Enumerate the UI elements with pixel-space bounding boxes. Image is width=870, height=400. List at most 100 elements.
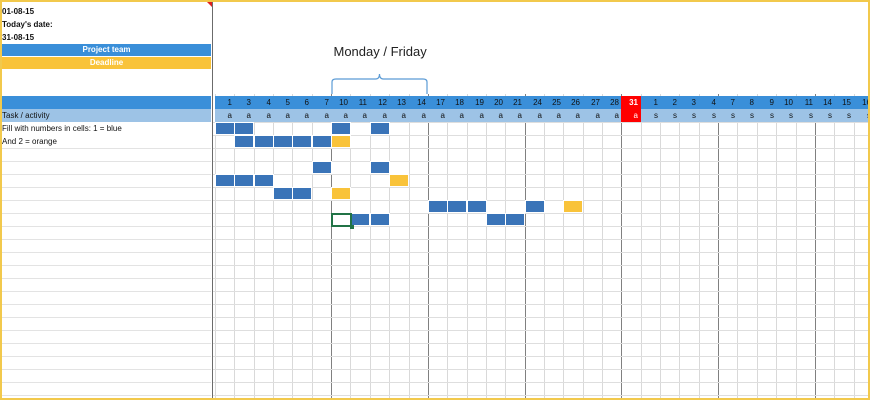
day-code-cell[interactable]: a [525, 109, 545, 122]
day-code-cell[interactable]: s [815, 109, 835, 122]
day-code-cell[interactable]: s [757, 109, 777, 122]
day-code-cell[interactable]: a [292, 109, 312, 122]
day-code-cell[interactable]: s [776, 109, 796, 122]
task-bar-blue[interactable] [505, 213, 525, 226]
day-code-cell[interactable]: a [389, 109, 409, 122]
day-number-cell[interactable]: 13 [389, 96, 409, 109]
fill-handle[interactable] [350, 225, 354, 229]
day-code-cell[interactable]: s [737, 109, 757, 122]
day-number-cell[interactable]: 20 [486, 96, 506, 109]
deadline-band[interactable]: Deadline [2, 57, 211, 69]
day-code-cell[interactable]: a [467, 109, 487, 122]
day-number-cell[interactable]: 14 [815, 96, 835, 109]
day-number-cell[interactable]: 10 [776, 96, 796, 109]
task-bar-blue[interactable] [254, 174, 274, 187]
task-bar-orange[interactable] [563, 200, 583, 213]
day-code-cell[interactable]: a [505, 109, 525, 122]
task-bar-blue[interactable] [370, 213, 390, 226]
task-bar-blue[interactable] [370, 122, 390, 135]
day-number-cell[interactable]: 27 [583, 96, 603, 109]
day-number-cell[interactable]: 11 [350, 96, 370, 109]
day-code-cell[interactable]: s [718, 109, 738, 122]
task-bar-blue[interactable] [312, 161, 332, 174]
day-code-cell[interactable]: a [370, 109, 390, 122]
task-bar-blue[interactable] [234, 135, 254, 148]
day-code-cell[interactable]: s [699, 109, 719, 122]
day-number-cell[interactable]: 6 [292, 96, 312, 109]
task-bar-orange[interactable] [331, 187, 351, 200]
day-number-cell[interactable]: 14 [409, 96, 429, 109]
day-code-cell[interactable]: a [312, 109, 332, 122]
task-row-label[interactable]: And 2 = orange [2, 137, 57, 146]
task-bar-blue[interactable] [447, 200, 467, 213]
day-number-cell[interactable]: 16 [854, 96, 868, 109]
day-number-cell[interactable]: 4 [254, 96, 274, 109]
task-bar-blue[interactable] [234, 174, 254, 187]
task-bar-blue[interactable] [428, 200, 448, 213]
day-code-cell[interactable]: a [544, 109, 564, 122]
task-bar-orange[interactable] [331, 135, 351, 148]
day-number-cell[interactable]: 7 [312, 96, 332, 109]
selected-cell[interactable] [331, 213, 352, 227]
task-bar-blue[interactable] [292, 187, 312, 200]
day-code-cell[interactable]: a [602, 109, 622, 122]
day-code-cell[interactable]: a [621, 109, 641, 122]
day-number-cell[interactable]: 12 [370, 96, 390, 109]
day-number-cell[interactable]: 3 [234, 96, 254, 109]
day-code-cell[interactable]: a [350, 109, 370, 122]
task-row-label[interactable]: Fill with numbers in cells: 1 = blue [2, 124, 122, 133]
project-team-band[interactable]: Project team [2, 44, 211, 56]
task-bar-blue[interactable] [215, 174, 235, 187]
day-number-cell[interactable]: 10 [331, 96, 351, 109]
day-code-cell[interactable]: a [563, 109, 583, 122]
day-number-cell[interactable]: 24 [525, 96, 545, 109]
task-bar-blue[interactable] [312, 135, 332, 148]
day-number-cell[interactable]: 1 [641, 96, 661, 109]
day-code-cell[interactable]: a [583, 109, 603, 122]
day-number-cell[interactable]: 25 [544, 96, 564, 109]
day-number-cell[interactable]: 15 [834, 96, 854, 109]
day-code-cell[interactable]: s [796, 109, 816, 122]
day-number-cell[interactable]: 3 [679, 96, 699, 109]
day-number-cell[interactable]: 26 [563, 96, 583, 109]
day-code-cell[interactable]: a [447, 109, 467, 122]
day-number-cell[interactable]: 9 [757, 96, 777, 109]
day-number-cell[interactable]: 19 [467, 96, 487, 109]
day-number-cell[interactable]: 11 [796, 96, 816, 109]
gantt-grid[interactable]: 1 3 4 5 6 7 10 11 12 13 14 17 18 19 20 21 24 25 26 27 28 31 1 2… [213, 2, 868, 398]
day-code-cell[interactable]: a [428, 109, 448, 122]
task-bar-blue[interactable] [234, 122, 254, 135]
task-bar-blue[interactable] [486, 213, 506, 226]
day-number-cell[interactable]: 17 [428, 96, 448, 109]
day-code-cell[interactable]: s [834, 109, 854, 122]
day-number-cell[interactable]: 8 [737, 96, 757, 109]
day-code-cell[interactable]: s [641, 109, 661, 122]
day-number-cell[interactable]: 2 [660, 96, 680, 109]
day-number-cell[interactable]: 31 [621, 96, 641, 109]
day-code-cell[interactable]: a [234, 109, 254, 122]
day-number-cell[interactable]: 5 [273, 96, 293, 109]
task-bar-orange[interactable] [389, 174, 409, 187]
day-number-cell[interactable]: 7 [718, 96, 738, 109]
day-number-cell[interactable]: 21 [505, 96, 525, 109]
day-code-cell[interactable]: a [254, 109, 274, 122]
day-code-cell[interactable]: s [854, 109, 868, 122]
day-code-cell[interactable]: a [331, 109, 351, 122]
day-code-cell[interactable]: a [273, 109, 293, 122]
day-number-cell[interactable]: 4 [699, 96, 719, 109]
task-bar-blue[interactable] [331, 122, 351, 135]
task-bar-blue[interactable] [525, 200, 545, 213]
task-bar-blue[interactable] [215, 122, 235, 135]
task-bar-blue[interactable] [254, 135, 274, 148]
day-number-cell[interactable]: 1 [215, 96, 235, 109]
day-code-cell[interactable]: a [486, 109, 506, 122]
day-code-cell[interactable]: s [679, 109, 699, 122]
task-bar-blue[interactable] [467, 200, 487, 213]
day-code-cell[interactable]: a [215, 109, 235, 122]
task-bar-blue[interactable] [273, 187, 293, 200]
day-code-cell[interactable]: s [660, 109, 680, 122]
task-bar-blue[interactable] [370, 161, 390, 174]
day-number-cell[interactable]: 18 [447, 96, 467, 109]
day-code-cell[interactable]: a [409, 109, 429, 122]
task-bar-blue[interactable] [273, 135, 293, 148]
